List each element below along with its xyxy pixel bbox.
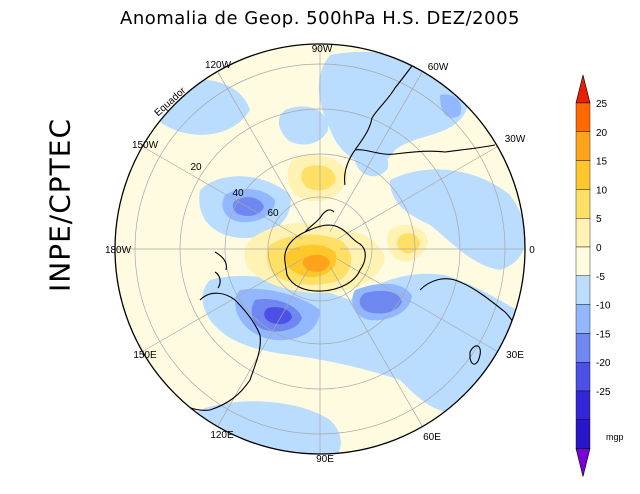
coast-south-america (344, 54, 496, 186)
colorbar-segment (575, 160, 591, 190)
anomaly-neg-region (440, 94, 462, 118)
meridian-line (337, 146, 498, 240)
coastlines (169, 54, 525, 411)
anomaly-neg-region (390, 169, 525, 270)
anomaly-neg-region (264, 307, 292, 325)
colorbar: 25 20 15 10 5 0 -5 -10 -15 -20 -25 mgp (575, 74, 624, 477)
colorbar-tick-label: 25 (596, 99, 608, 110)
lon-label-60w: 60W (428, 62, 449, 73)
lon-label-0: 0 (529, 245, 535, 256)
colorbar-segment (575, 304, 591, 334)
colorbar-tick-label: -15 (596, 329, 611, 340)
meridian-line (329, 266, 423, 427)
anomaly-neg-region (232, 197, 264, 216)
colorbar-tick-label: 0 (596, 243, 602, 254)
colorbar-segment (575, 246, 591, 276)
anomaly-pos-region (301, 165, 336, 191)
colorbar-segment (575, 102, 591, 132)
colorbar-bottom-cap (575, 448, 591, 477)
anomaly-neg-region (278, 106, 329, 145)
lon-label-90w: 90W (312, 44, 333, 55)
lat-label-60: 60 (267, 208, 279, 219)
colorbar-segment (575, 362, 591, 392)
lon-label-60e: 60E (423, 432, 441, 443)
colorbar-top-cap (575, 74, 591, 104)
lon-label-180w: 180W (105, 245, 132, 256)
colorbar-tick-label: 10 (596, 185, 608, 196)
anomaly-neg-region (359, 290, 402, 314)
coast-new-zealand (214, 251, 227, 289)
meridian-line (217, 71, 311, 232)
lon-label-30w: 30W (505, 134, 526, 145)
lon-label-150e: 150E (133, 350, 157, 361)
coast-antarctic-peninsula (304, 209, 335, 233)
meridian-line (329, 71, 423, 232)
lon-label-120w: 120W (205, 60, 232, 71)
meridian-line (217, 266, 311, 427)
colorbar-tick-label: -10 (596, 301, 611, 312)
coast-australia (169, 292, 261, 411)
lon-label-90e: 90E (316, 454, 334, 465)
colorbar-segment (575, 217, 591, 248)
meridian-line (142, 258, 303, 352)
map-title: Anomalia de Geop. 500hPa H.S. DEZ/2005 (120, 8, 520, 29)
colorbar-tick-label: 5 (596, 214, 602, 225)
anomaly-neg-region (353, 139, 389, 177)
meridian-line (337, 258, 498, 352)
colorbar-segment (575, 275, 591, 305)
colorbar-segment (575, 390, 591, 420)
colorbar-tick-label: 20 (596, 128, 608, 139)
lat-label-40: 40 (232, 188, 244, 199)
colorbar-segment (575, 333, 591, 363)
anomaly-neg-region (318, 51, 470, 165)
graticule (115, 44, 525, 454)
colorbar-segment (575, 131, 591, 161)
colorbar-segment (575, 189, 591, 219)
lon-label-30e: 30E (506, 350, 524, 361)
colorbar-tick-label: -5 (596, 272, 605, 283)
colorbar-tick-label: 15 (596, 157, 608, 168)
colorbar-segment (575, 419, 591, 449)
map-boundary (114, 43, 526, 455)
meridian-line (142, 146, 303, 240)
meridians (115, 44, 525, 454)
lat-label-20: 20 (190, 162, 202, 173)
colorbar-tick-label: -20 (596, 358, 611, 369)
colorbar-tick-label: -25 (596, 387, 611, 398)
coast-madagascar (469, 345, 481, 365)
colorbar-unit-label: mgp (606, 432, 624, 442)
lon-label-150w: 150W (132, 140, 159, 151)
lon-label-120e: 120E (210, 430, 234, 441)
